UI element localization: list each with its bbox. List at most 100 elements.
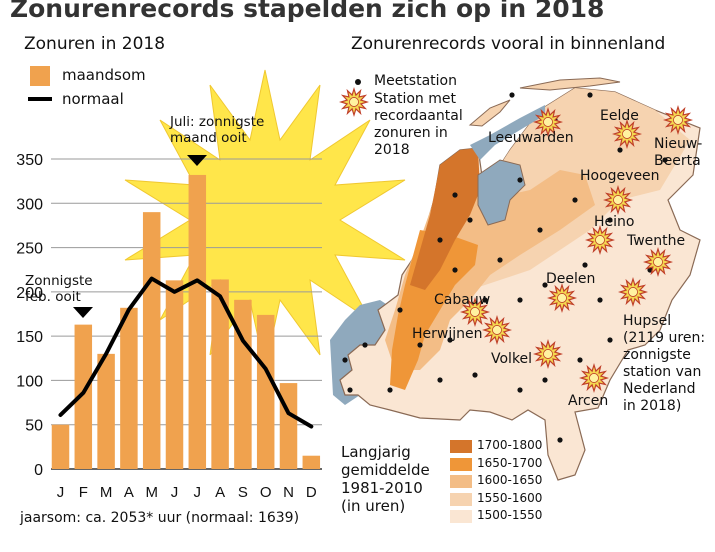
station-dot (577, 357, 583, 363)
chart-title: Zonuren in 2018 (24, 34, 166, 54)
bar (302, 455, 321, 469)
station-dot (542, 282, 548, 288)
y-tick-label: 200 (16, 285, 43, 302)
record-star-center (613, 195, 623, 205)
legend-record-star-icon (338, 86, 370, 118)
y-tick-label: 0 (34, 462, 43, 479)
x-tick-label: A (215, 484, 225, 501)
x-tick-label: M (100, 484, 113, 501)
shade-label: 1500-1550 (477, 508, 543, 522)
y-tick-label: 350 (16, 152, 43, 169)
record-star-center (557, 293, 567, 303)
bar (74, 324, 93, 469)
bar (211, 279, 229, 469)
x-tick-label: A (124, 484, 134, 501)
record-star-center (543, 117, 553, 127)
x-tick-label: D (306, 484, 317, 501)
x-tick-label: J (171, 484, 179, 501)
station-dot (517, 297, 523, 303)
city-label: Hoogeveen (580, 168, 660, 184)
station-dot (452, 192, 458, 198)
city-label: Cabauw (434, 292, 491, 308)
station-dot (509, 92, 515, 98)
legend-record-label: Station met recordaantal zonuren in 2018 (374, 91, 463, 158)
city-label: Arcen (568, 393, 609, 409)
bar (188, 174, 207, 469)
station-dot (662, 157, 668, 163)
station-dot (607, 217, 613, 223)
shade-label: 1600-1650 (477, 473, 543, 487)
chart-footer: jaarsom: ca. 2053* uur (normaal: 1639) (20, 510, 300, 526)
y-tick-label: 300 (16, 196, 43, 213)
city-label: Hupsel (623, 313, 672, 329)
x-tick-label: J (57, 484, 65, 501)
x-tick-label: J (194, 484, 202, 501)
y-tick-label: 50 (25, 418, 43, 435)
x-tick-label: F (79, 484, 88, 501)
station-dot (347, 387, 353, 393)
station-dot (447, 337, 453, 343)
shade-label: 1650-1700 (477, 455, 543, 470)
shade-legend-item: 1600-1650 (450, 473, 543, 489)
city-label: Leeuwarden (488, 130, 574, 146)
netherlands-map (330, 77, 701, 481)
city-label: Nieuw-Beerta (654, 136, 703, 169)
legend-bar-swatch (30, 66, 50, 86)
feb-marker-icon (73, 307, 93, 318)
x-tick-label: O (260, 484, 272, 501)
station-dot (387, 387, 393, 393)
july-marker-icon (187, 155, 207, 166)
station-dot (607, 337, 613, 343)
ijsselmeer (477, 159, 526, 226)
record-star-center (349, 97, 359, 107)
shade-legend-item: 1550-1600 (450, 491, 542, 507)
station-dot (647, 267, 653, 273)
station-dot (557, 437, 563, 443)
x-tick-label: M (145, 484, 158, 501)
bar (279, 383, 298, 469)
bar (51, 424, 70, 469)
station-dot (417, 342, 423, 348)
legend-bar-label: maandsom (62, 66, 146, 84)
record-star-center (628, 287, 638, 297)
bar (256, 314, 275, 469)
legend-station-dot-icon (355, 79, 361, 85)
bar (142, 212, 161, 469)
chart-bars (51, 174, 321, 469)
station-dot (542, 377, 548, 383)
station-dot (497, 257, 503, 263)
y-tick-label: 250 (16, 241, 43, 258)
shade-legend-item: 1650-1700 (450, 455, 543, 472)
station-dot (397, 307, 403, 313)
shade-legend-title: Langjarig gemiddelde 1981-2010 (in uren) (341, 443, 430, 515)
city-label: Deelen (546, 271, 596, 287)
legend-station-label: Meetstation (374, 73, 457, 89)
city-label: Heino (594, 214, 635, 230)
city-label: Herwijnen (412, 326, 483, 342)
record-star-center (589, 373, 599, 383)
annotation-feb: Zonnigste feb. ooit (25, 273, 93, 305)
hupsel-note: (2119 uren: zonnigste station van Nederl… (623, 330, 706, 414)
record-star-center (543, 349, 553, 359)
wadden-islands (468, 77, 621, 127)
zone-1700-1800 (410, 148, 480, 290)
x-tick-label: S (238, 484, 248, 501)
shade-label: 1700-1800 (477, 438, 543, 452)
station-dot (617, 147, 623, 153)
record-star-center (622, 129, 632, 139)
station-dot (517, 177, 523, 183)
station-dot (517, 387, 523, 393)
city-label: Twenthe (627, 233, 686, 249)
city-label: Volkel (491, 351, 533, 367)
annotation-july: Juli: zonnigste maand ooit (170, 114, 265, 146)
record-star-center (492, 325, 502, 335)
station-dot (537, 227, 543, 233)
headline: Zonurenrecords stapelden zich op in 2018 (10, 0, 605, 23)
bar (165, 280, 184, 469)
station-dot (437, 377, 443, 383)
shade-swatch (450, 510, 472, 523)
chart-grid (51, 158, 322, 470)
station-dots (342, 92, 668, 443)
